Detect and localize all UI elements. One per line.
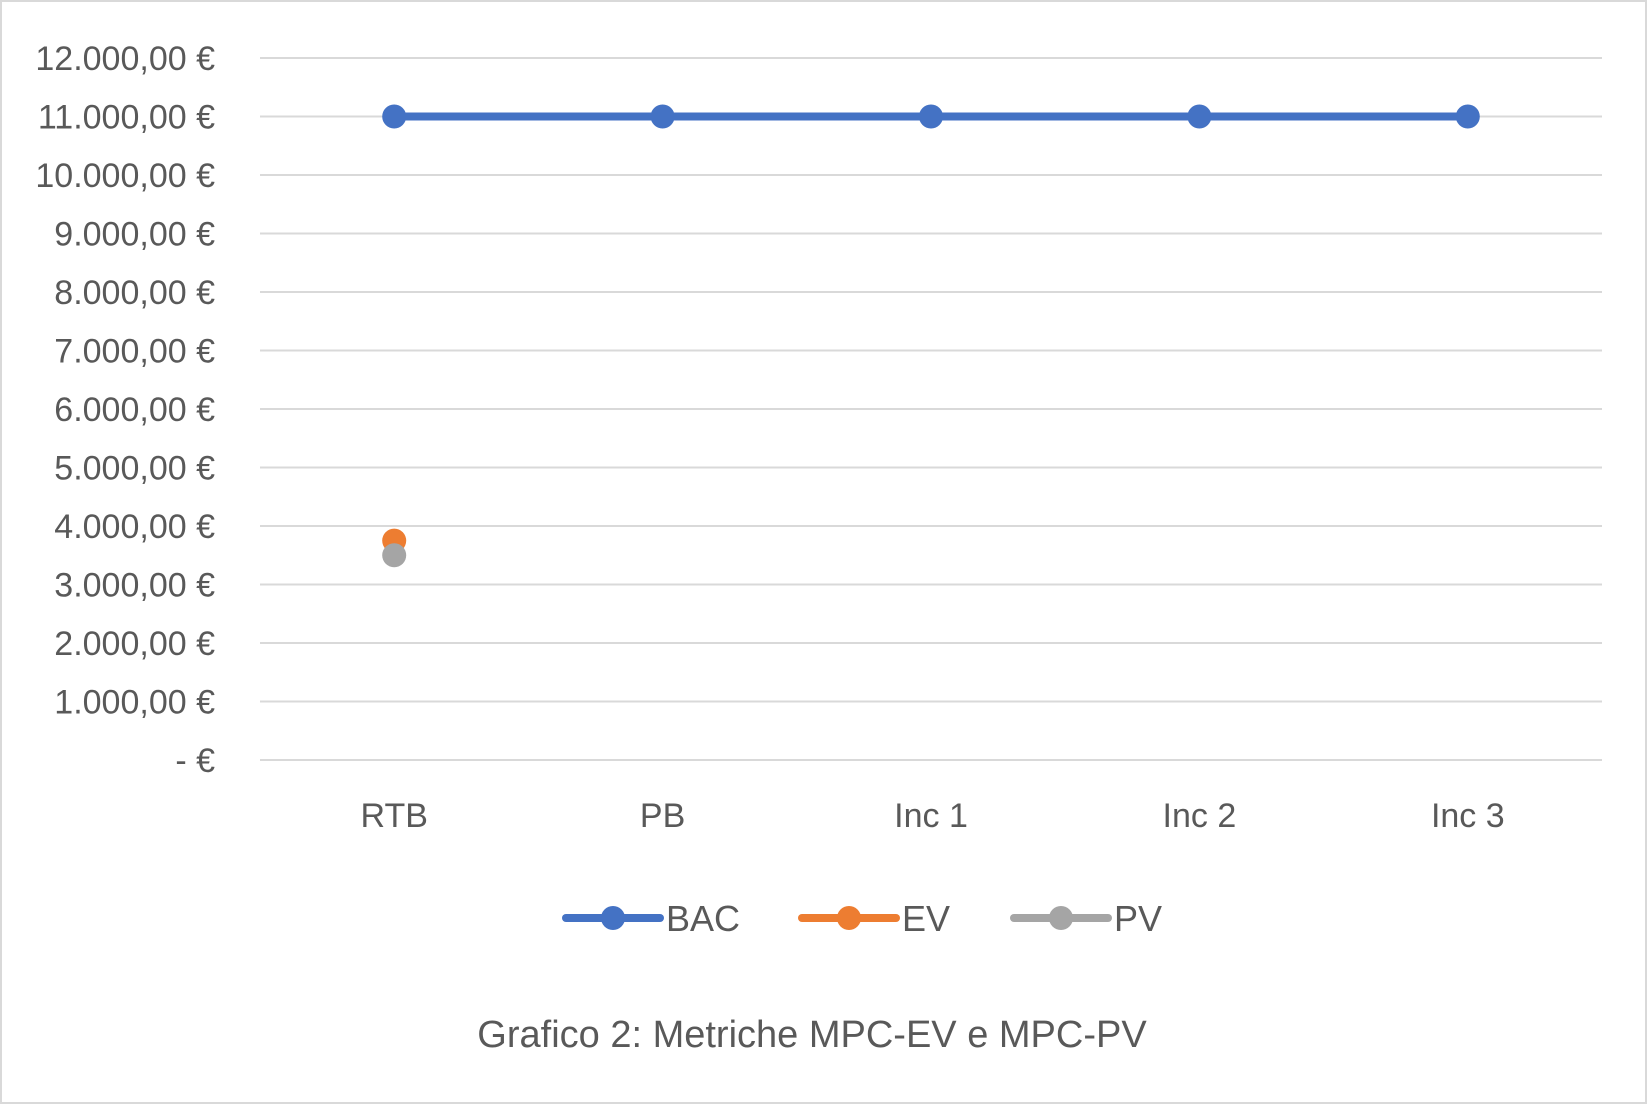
- data-point-bac: [382, 104, 407, 129]
- y-tick-label: 9.000,00 €: [54, 216, 215, 254]
- plot-series: [382, 104, 1480, 568]
- legend-item-bac: BAC: [562, 898, 740, 939]
- legend: BAC EV PV: [562, 898, 1162, 939]
- data-point-pv: [382, 543, 407, 568]
- x-tick-label: RTB: [361, 797, 428, 835]
- series-pv: [382, 543, 407, 568]
- x-axis-tick-labels: RTB PB Inc 1 Inc 2 Inc 3: [361, 797, 1505, 835]
- y-tick-label: 10.000,00 €: [35, 157, 215, 195]
- y-tick-label: 5.000,00 €: [54, 450, 215, 488]
- y-tick-label: 8.000,00 €: [54, 274, 215, 312]
- y-tick-label: 2.000,00 €: [54, 625, 215, 663]
- y-axis-tick-labels: - € 1.000,00 € 2.000,00 € 3.000,00 € 4.000,0…: [35, 40, 215, 780]
- y-tick-label: 12.000,00 €: [35, 40, 215, 78]
- data-point-bac: [919, 104, 943, 129]
- legend-swatch-marker: [1049, 906, 1073, 930]
- legend-label: BAC: [666, 898, 740, 939]
- gridlines: [260, 57, 1602, 761]
- legend-swatch-marker: [837, 906, 861, 930]
- data-point-bac: [1455, 104, 1480, 129]
- series-bac: [382, 104, 1480, 129]
- y-tick-label: 6.000,00 €: [54, 391, 215, 429]
- legend-label: PV: [1114, 898, 1162, 939]
- x-tick-label: PB: [640, 797, 685, 835]
- y-tick-label: 11.000,00 €: [38, 99, 215, 137]
- legend-swatch-marker: [601, 906, 625, 930]
- y-tick-label: 4.000,00 €: [54, 508, 215, 546]
- legend-label: EV: [902, 898, 950, 939]
- data-point-bac: [1187, 104, 1212, 129]
- y-tick-label: - €: [175, 742, 215, 780]
- legend-item-pv: PV: [1010, 898, 1162, 939]
- chart-caption: Grafico 2: Metriche MPC-EV e MPC-PV: [477, 1014, 1147, 1056]
- x-tick-label: Inc 1: [894, 797, 968, 835]
- y-tick-label: 7.000,00 €: [54, 333, 215, 371]
- legend-item-ev: EV: [798, 898, 950, 939]
- x-tick-label: Inc 2: [1163, 797, 1237, 835]
- y-tick-label: 1.000,00 €: [54, 684, 215, 722]
- x-tick-label: Inc 3: [1431, 797, 1505, 835]
- y-tick-label: 3.000,00 €: [54, 567, 215, 605]
- data-point-bac: [650, 104, 675, 129]
